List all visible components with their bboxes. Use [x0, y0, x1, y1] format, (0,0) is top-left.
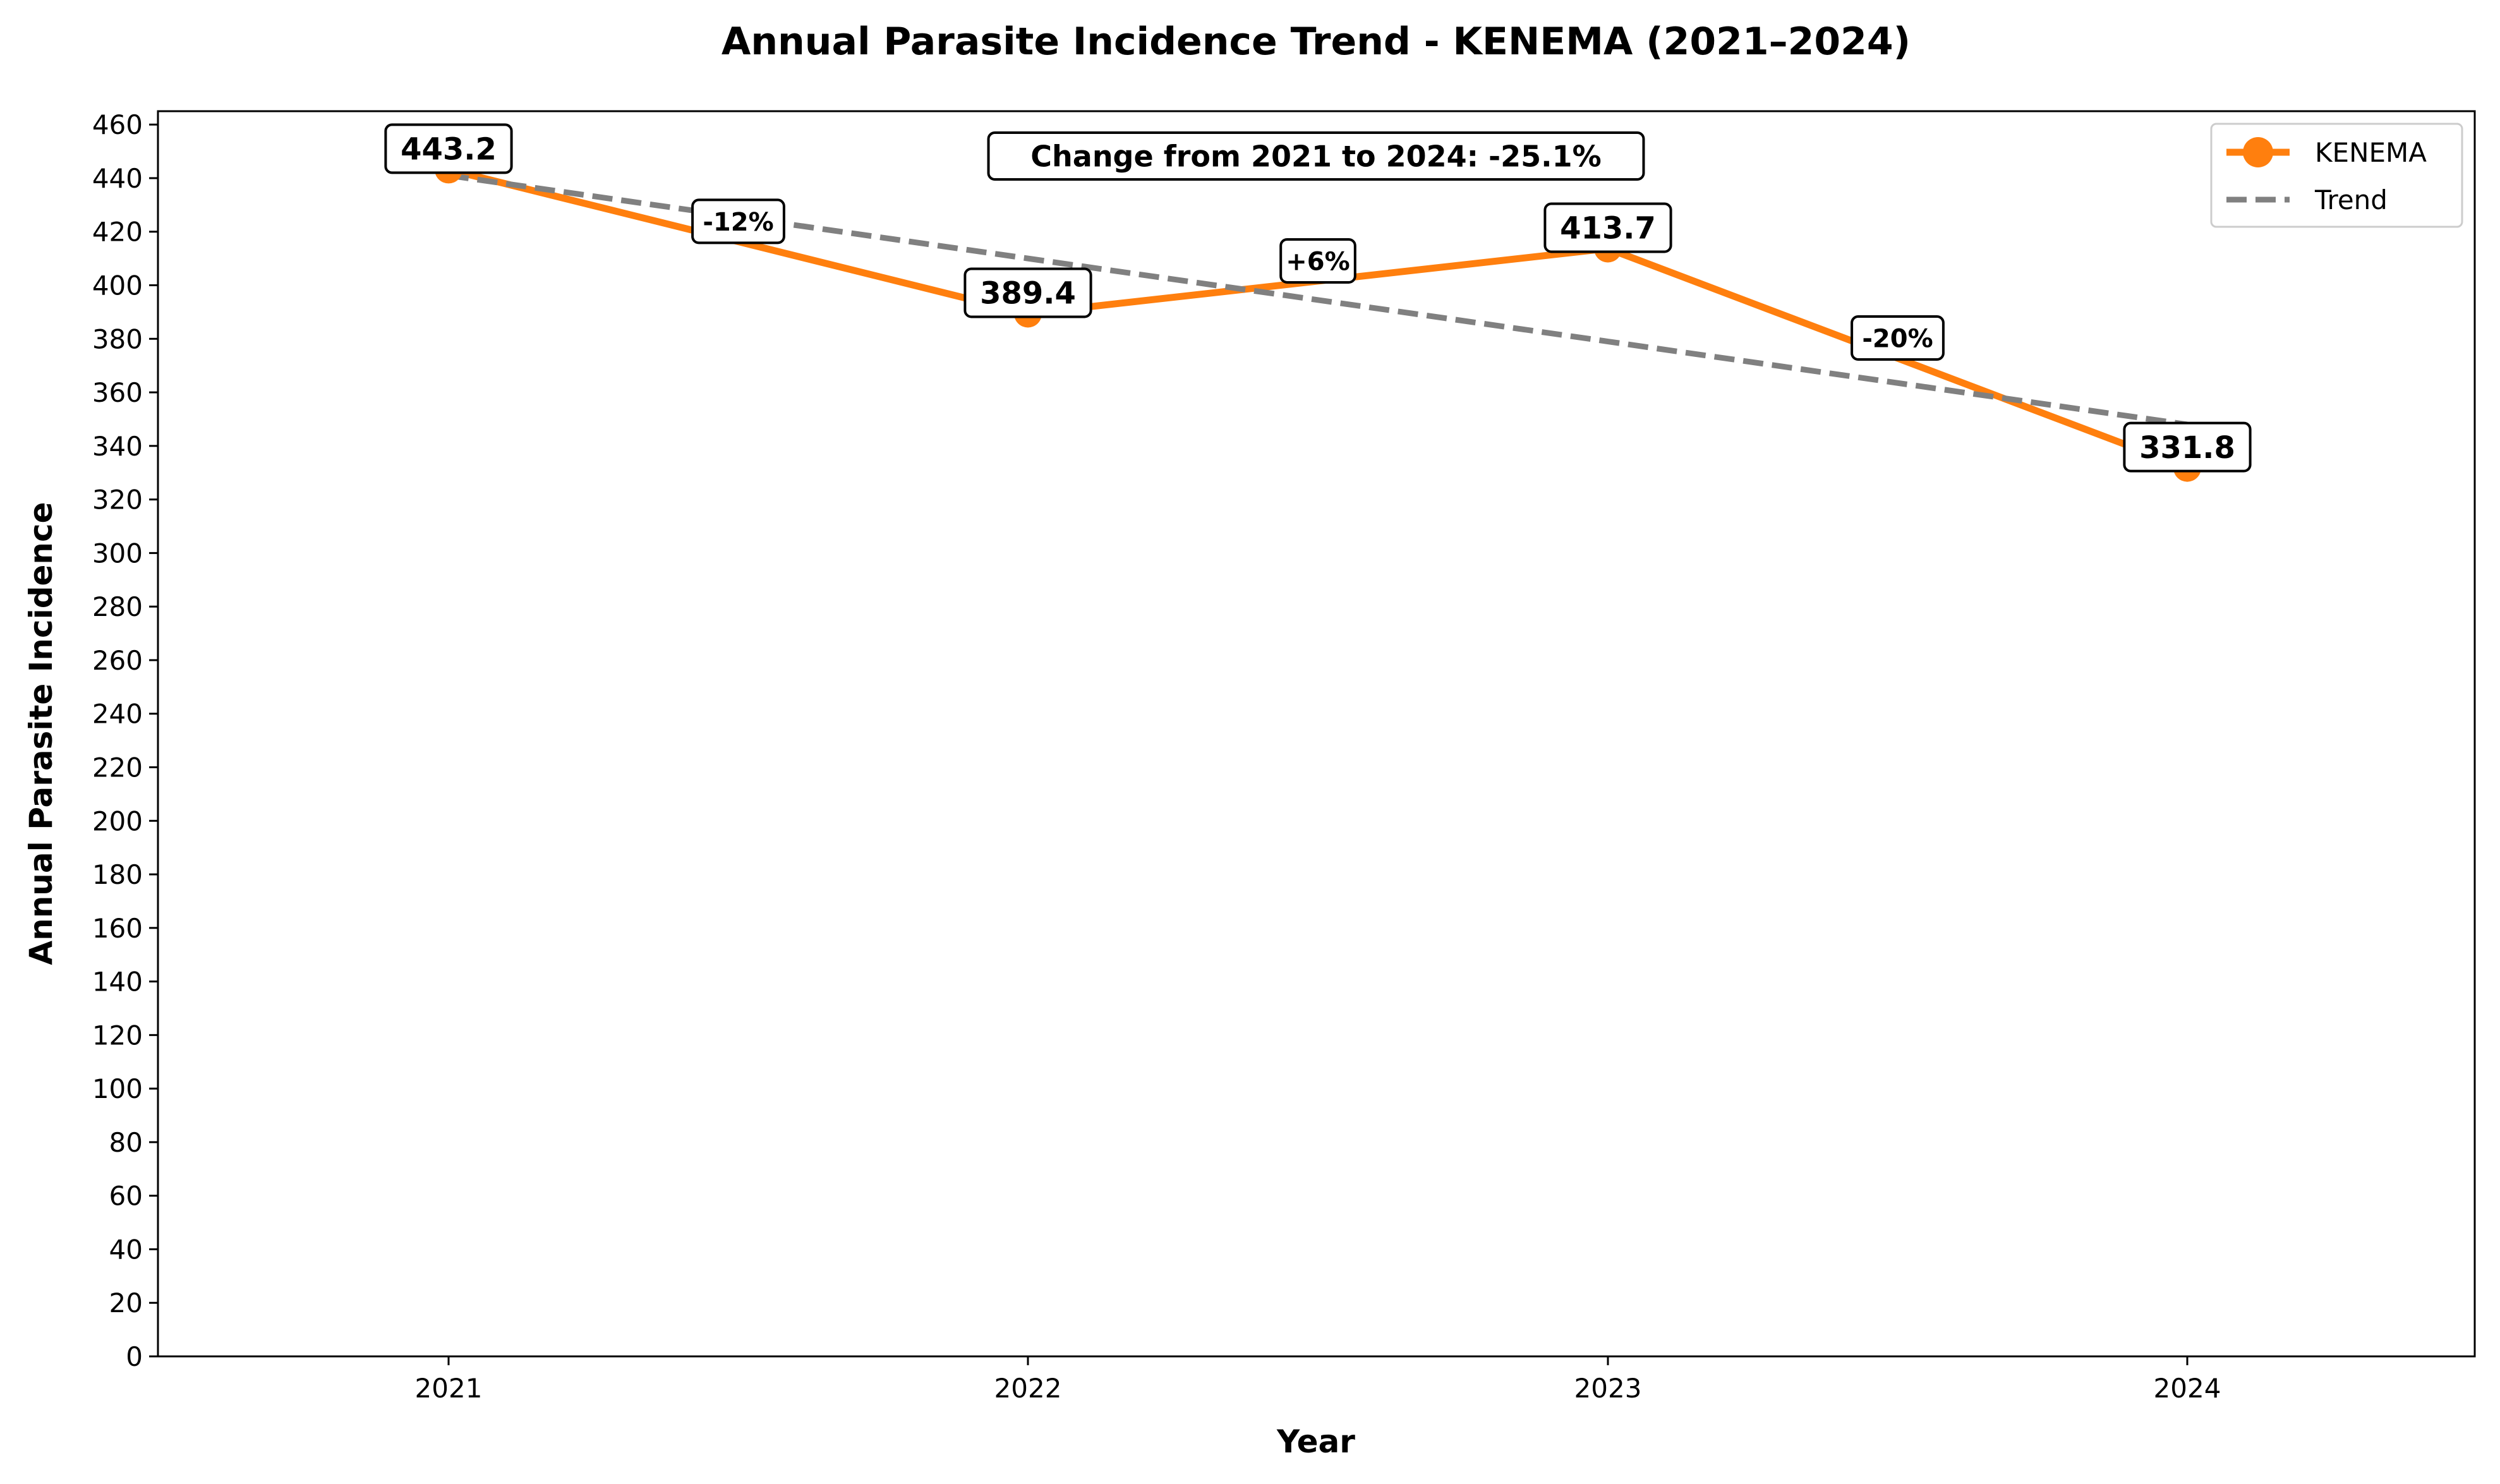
x-tick-label: 2024 [2154, 1373, 2221, 1404]
value-label: 331.8 [2139, 430, 2235, 466]
y-tick-label: 420 [92, 217, 143, 248]
y-tick-label: 460 [92, 109, 143, 140]
change-percent-label-box [691, 198, 785, 244]
change-percent-label-box [1851, 315, 1945, 361]
x-axis: 2021 2022 2023 2024 [415, 1356, 2221, 1404]
legend-kenema-label: KENEMA [2315, 137, 2427, 168]
value-label-box [2123, 421, 2252, 473]
overall-change-label: Change from 2021 to 2024: -25.1% [1030, 140, 1601, 174]
y-tick-label: 240 [92, 699, 143, 730]
y-tick-label: 380 [92, 323, 143, 354]
x-tick-label: 2022 [994, 1373, 1062, 1404]
y-tick-label: 200 [92, 805, 143, 836]
legend: KENEMA Trend [2210, 123, 2463, 228]
y-axis: 0 20 40 60 80 100 120 140 160 180 200 220 240 260 280 3… [92, 109, 158, 1372]
y-tick-label: 40 [109, 1234, 143, 1265]
plot-area: 443.2 389.4 413.7 331.8 -12% +6% -20% Change fr… [384, 123, 2252, 482]
legend-kenema-marker [2243, 137, 2273, 167]
overall-change-label-box [987, 131, 1645, 181]
y-tick-label: 320 [92, 485, 143, 516]
y-tick-label: 100 [92, 1073, 143, 1104]
legend-trend-label: Trend [2314, 184, 2388, 215]
x-tick-label: 2023 [1574, 1373, 1642, 1404]
y-tick-label: 400 [92, 270, 143, 301]
value-label: 389.4 [980, 276, 1076, 311]
y-axis-label: Annual Parasite Incidence [23, 502, 59, 965]
change-percent-label: -20% [1862, 324, 1933, 353]
y-tick-label: 180 [92, 859, 143, 890]
y-tick-label: 80 [109, 1127, 143, 1158]
y-tick-label: 140 [92, 967, 143, 998]
y-tick-label: 120 [92, 1020, 143, 1051]
y-tick-label: 440 [92, 163, 143, 194]
y-tick-label: 280 [92, 591, 143, 622]
x-tick-label: 2021 [415, 1373, 483, 1404]
value-label: 443.2 [401, 132, 497, 167]
y-tick-label: 340 [92, 431, 143, 462]
y-tick-label: 300 [92, 538, 143, 569]
chart-title: Annual Parasite Incidence Trend - KENEMA… [722, 20, 1911, 64]
value-label-box [963, 267, 1092, 318]
y-tick-label: 360 [92, 377, 143, 408]
change-percent-label: -12% [703, 208, 773, 237]
plot-frame [157, 110, 2476, 1358]
y-tick-label: 20 [109, 1288, 143, 1318]
x-axis-label: Year [1276, 1423, 1355, 1460]
y-tick-label: 220 [92, 752, 143, 783]
change-percent-label: +6% [1286, 247, 1350, 276]
value-label-box [1543, 202, 1672, 253]
change-percent-label-box [1279, 238, 1356, 284]
y-tick-label: 260 [92, 645, 143, 676]
y-tick-label: 60 [109, 1181, 143, 1212]
y-tick-label: 160 [92, 913, 143, 944]
y-tick-label: 0 [126, 1341, 143, 1372]
value-label: 413.7 [1560, 211, 1656, 246]
value-label-box [384, 123, 513, 174]
